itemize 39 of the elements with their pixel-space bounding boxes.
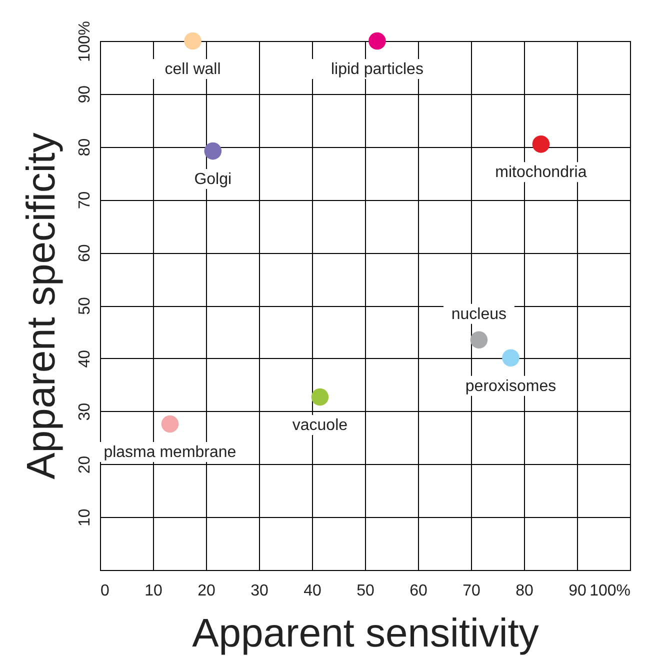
annotation: cell wall bbox=[164, 61, 221, 78]
point bbox=[204, 142, 222, 160]
y-axis-title: Apparent specificity bbox=[20, 132, 64, 480]
y-tick-label: 80 bbox=[76, 138, 94, 156]
x-tick-label: 40 bbox=[304, 582, 322, 600]
y-tick-label: 30 bbox=[76, 402, 94, 421]
x-tick-label: 90 bbox=[568, 582, 586, 600]
x-tick-label: 80 bbox=[516, 582, 534, 600]
annotation: nucleus bbox=[451, 306, 507, 323]
x-axis-title: Apparent sensitivity bbox=[192, 612, 539, 656]
point bbox=[368, 32, 386, 50]
x-tick-label: 30 bbox=[250, 582, 268, 600]
annotation: mitochondria bbox=[495, 164, 587, 182]
annotation: Golgi bbox=[194, 171, 232, 188]
point bbox=[532, 136, 550, 153]
x-tick-label: 50 bbox=[356, 582, 374, 600]
annotation: peroxisomes bbox=[465, 378, 556, 395]
y-tick-label: 50 bbox=[76, 297, 94, 315]
point bbox=[470, 331, 488, 349]
x-tick-label: 10 bbox=[144, 582, 162, 600]
annotation: plasma membrane bbox=[104, 444, 236, 461]
x-tick-label: 100% bbox=[590, 582, 630, 600]
annotation: vacuole bbox=[292, 417, 348, 434]
point bbox=[184, 32, 202, 50]
y-tick-label: 40 bbox=[76, 350, 94, 368]
x-tick-label: 20 bbox=[198, 582, 216, 600]
point bbox=[502, 349, 520, 367]
y-tick-label: 100% bbox=[76, 21, 94, 62]
y-tick-label: 90 bbox=[76, 85, 94, 104]
x-tick-label: 60 bbox=[410, 582, 428, 600]
y-tick-label: 20 bbox=[76, 456, 94, 474]
x-tick-label: 0 bbox=[100, 582, 110, 600]
annotation: lipid particles bbox=[330, 61, 424, 78]
y-tick-label: 60 bbox=[76, 244, 94, 262]
point bbox=[161, 415, 179, 433]
point bbox=[311, 388, 329, 406]
y-tick-label: 10 bbox=[76, 508, 94, 526]
x-tick-label: 70 bbox=[462, 582, 480, 600]
y-tick-label: 70 bbox=[76, 191, 94, 210]
